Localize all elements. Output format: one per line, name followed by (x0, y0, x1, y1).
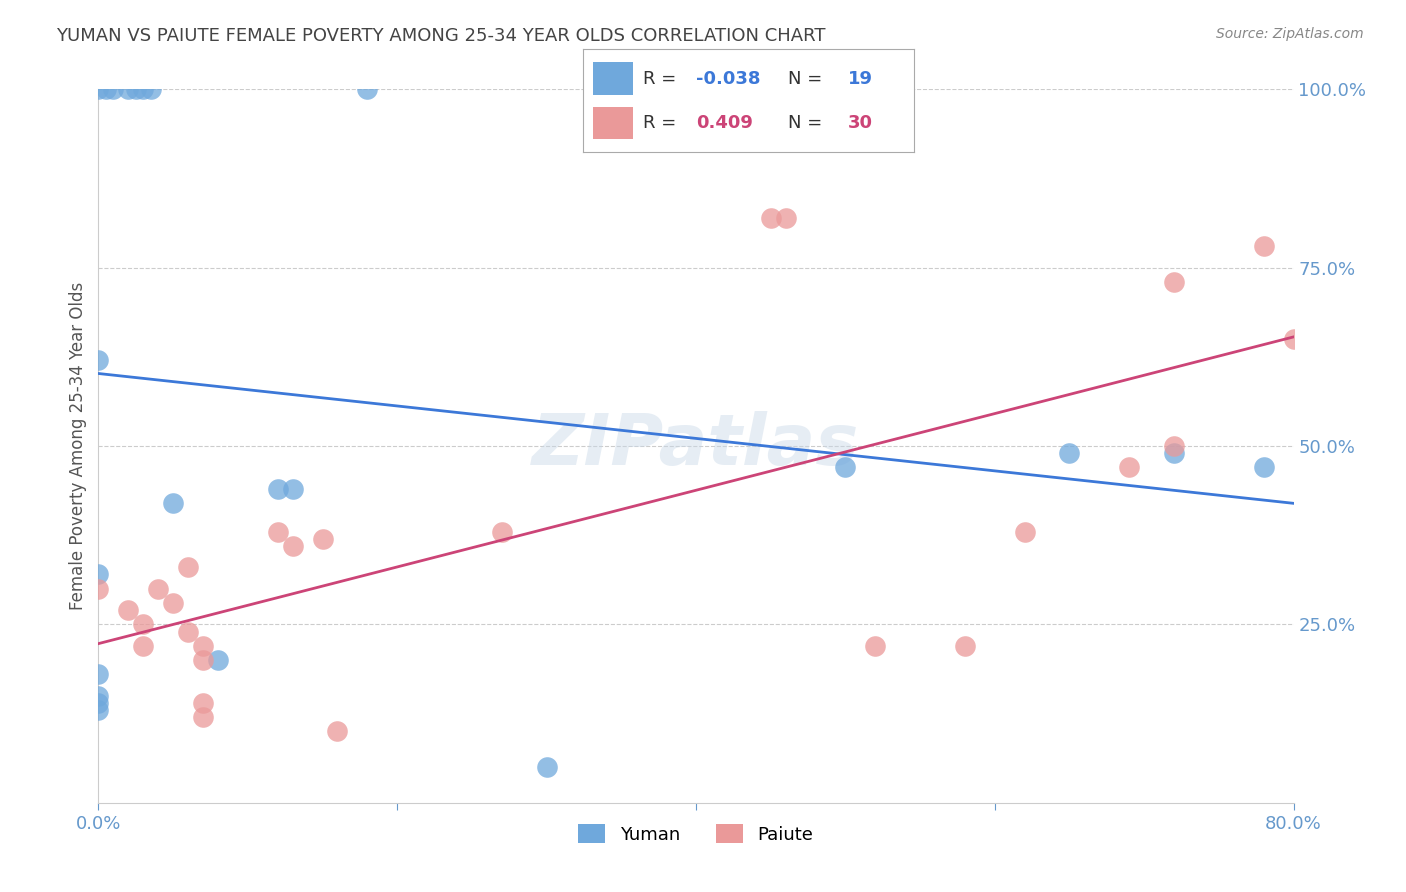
Point (87, 82, 110, 96)
Point (87, 689, 110, 703)
Point (1253, 239, 1275, 253)
Text: R =: R = (643, 114, 688, 132)
Text: -0.038: -0.038 (696, 70, 761, 87)
Text: 30: 30 (848, 114, 873, 132)
Point (775, 211, 797, 225)
Point (87, 696, 110, 710)
Text: 19: 19 (848, 70, 873, 87)
Text: N =: N = (789, 114, 828, 132)
Point (94, 82, 117, 96)
Legend: Yuman, Paiute: Yuman, Paiute (571, 817, 821, 851)
Point (87, 667, 110, 681)
Bar (593, 106, 633, 139)
Point (132, 82, 155, 96)
Point (191, 639, 214, 653)
Point (759, 211, 782, 225)
Point (191, 710, 214, 724)
Point (1014, 524, 1036, 539)
Point (1163, 439, 1185, 453)
Point (1282, 332, 1305, 346)
Point (1163, 446, 1185, 460)
Point (125, 82, 148, 96)
Text: 0.409: 0.409 (696, 114, 752, 132)
Point (177, 624, 200, 639)
Text: R =: R = (643, 70, 682, 87)
Point (87, 703, 110, 717)
Point (117, 603, 139, 617)
Point (536, 760, 558, 774)
Point (953, 639, 976, 653)
Text: Source: ZipAtlas.com: Source: ZipAtlas.com (1216, 27, 1364, 41)
Point (1253, 460, 1275, 475)
Y-axis label: Female Poverty Among 25-34 Year Olds: Female Poverty Among 25-34 Year Olds (69, 282, 87, 610)
Point (1327, 225, 1350, 239)
Point (191, 696, 214, 710)
Point (191, 653, 214, 667)
Point (132, 617, 155, 632)
Point (834, 460, 856, 475)
Point (177, 560, 200, 574)
Text: N =: N = (789, 70, 828, 87)
Point (1059, 446, 1081, 460)
Point (162, 496, 184, 510)
Point (865, 639, 887, 653)
Point (281, 482, 304, 496)
Point (267, 482, 290, 496)
Text: ZIPatlas: ZIPatlas (533, 411, 859, 481)
Point (1163, 275, 1185, 289)
Text: YUMAN VS PAIUTE FEMALE POVERTY AMONG 25-34 YEAR OLDS CORRELATION CHART: YUMAN VS PAIUTE FEMALE POVERTY AMONG 25-… (56, 27, 825, 45)
Point (162, 596, 184, 610)
Point (87, 567, 110, 582)
Point (132, 639, 155, 653)
Bar (593, 62, 633, 95)
Point (103, 82, 125, 96)
Point (139, 82, 162, 96)
Point (148, 582, 170, 596)
Point (207, 653, 229, 667)
Point (117, 82, 139, 96)
Point (356, 82, 378, 96)
Point (267, 524, 290, 539)
Point (281, 539, 304, 553)
Point (326, 724, 349, 739)
Point (87, 582, 110, 596)
Point (87, 353, 110, 368)
Point (491, 524, 513, 539)
Point (311, 532, 333, 546)
Point (1118, 460, 1140, 475)
